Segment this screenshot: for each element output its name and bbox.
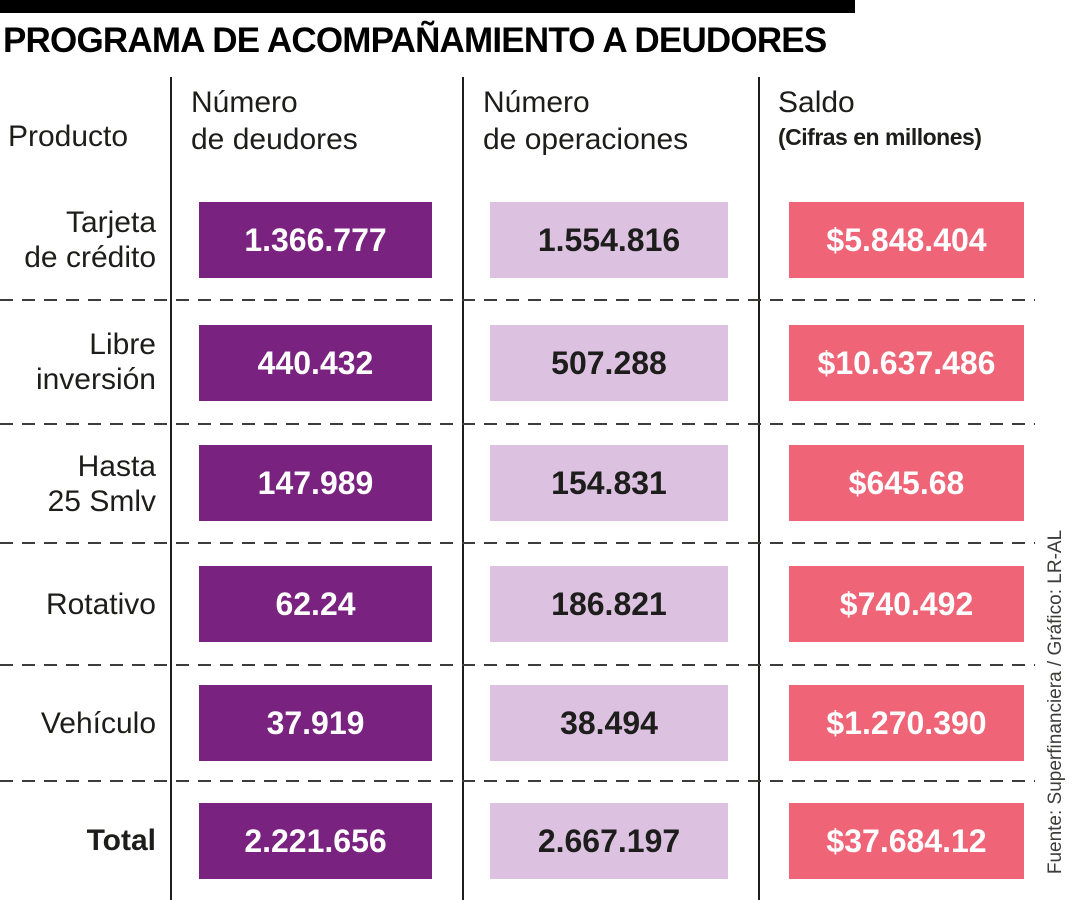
column-header-balance: Saldo	[778, 86, 855, 119]
source-credit: Fuente: Superfinanciera / Gráfico: LR-AL	[1045, 529, 1066, 875]
operations-value-box: 154.831	[490, 445, 728, 521]
row-separator	[0, 299, 1035, 301]
operations-value-box: 2.667.197	[490, 803, 728, 879]
table-row: Rotativo 62.24 186.821 $740.492	[0, 543, 1080, 665]
operations-value-box: 186.821	[490, 566, 728, 642]
table-row: Libre inversión 440.432 507.288 $10.637.…	[0, 300, 1080, 424]
debtors-value-box: 147.989	[199, 445, 432, 521]
table-row-total: Total 2.221.656 2.667.197 $37.684.12	[0, 781, 1080, 900]
row-separator	[0, 542, 1035, 544]
product-label: Hasta 25 Smlv	[47, 449, 156, 518]
debtors-value-box: 440.432	[199, 325, 432, 401]
row-separator	[0, 780, 1035, 782]
balance-value-box: $5.848.404	[789, 202, 1024, 278]
column-header-product: Producto	[8, 120, 129, 153]
column-divider-1	[170, 77, 172, 900]
column-divider-2	[462, 77, 464, 900]
debtors-value-box: 37.919	[199, 685, 432, 761]
table-row: Vehículo 37.919 38.494 $1.270.390	[0, 665, 1080, 781]
product-label: Tarjeta de crédito	[24, 205, 156, 274]
title-accent-bar	[0, 0, 855, 13]
debtors-value-box: 2.221.656	[199, 803, 432, 879]
table-row: Hasta 25 Smlv 147.989 154.831 $645.68	[0, 424, 1080, 543]
column-header-operations: Número de operaciones	[483, 86, 689, 156]
column-header-balance-note: (Cifras en millones)	[778, 124, 982, 150]
product-label: Total	[86, 824, 156, 857]
table-row: Tarjeta de crédito 1.366.777 1.554.816 $…	[0, 179, 1080, 300]
balance-value-box: $740.492	[789, 566, 1024, 642]
row-separator	[0, 664, 1035, 666]
debtors-value-box: 62.24	[199, 566, 432, 642]
debtors-value-box: 1.366.777	[199, 202, 432, 278]
operations-value-box: 1.554.816	[490, 202, 728, 278]
balance-value-box: $10.637.486	[789, 325, 1024, 401]
product-label: Vehículo	[40, 706, 156, 740]
balance-value-box: $1.270.390	[789, 685, 1024, 761]
column-header-debtors: Número de deudores	[191, 86, 358, 156]
column-divider-3	[758, 77, 760, 900]
balance-value-box: $37.684.12	[789, 803, 1024, 879]
operations-value-box: 507.288	[490, 325, 728, 401]
product-label: Libre inversión	[35, 328, 156, 396]
balance-value-box: $645.68	[789, 445, 1024, 521]
operations-value-box: 38.494	[490, 685, 728, 761]
product-label: Rotativo	[45, 587, 156, 621]
row-separator	[0, 423, 1035, 425]
page-title: PROGRAMA DE ACOMPAÑAMIENTO A DEUDORES	[3, 21, 827, 60]
